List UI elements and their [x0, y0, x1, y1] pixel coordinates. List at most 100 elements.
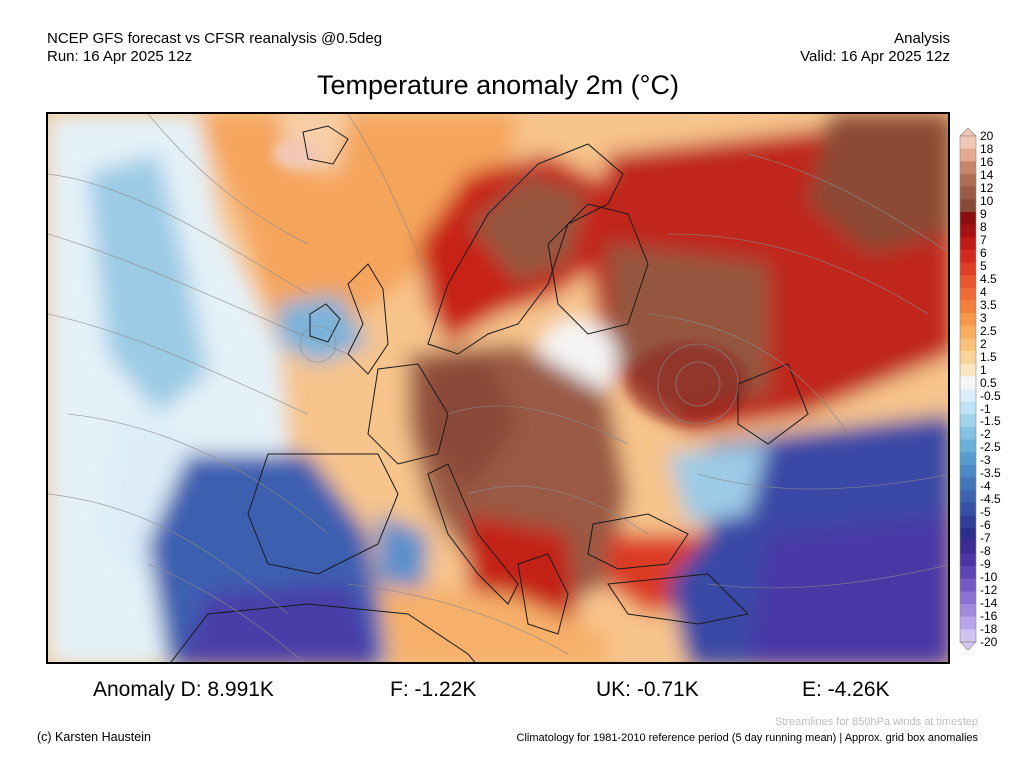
stat-anomaly-d: Anomaly D: 8.991K	[93, 678, 274, 701]
colorbar-swatch	[960, 426, 976, 440]
colorbar-tick-label: 10	[980, 193, 994, 208]
colorbar-tick-label: 7	[980, 232, 987, 247]
colorbar-tick-label: 20	[980, 129, 994, 143]
colorbar-tick-label: 4.5	[980, 271, 997, 286]
colorbar-swatch	[960, 136, 976, 150]
colorbar-tick-label: -18	[980, 622, 998, 636]
colorbar-swatch	[960, 224, 976, 238]
header-left: NCEP GFS forecast vs CFSR reanalysis @0.…	[47, 30, 382, 66]
colorbar-arrow-top	[959, 128, 977, 137]
author-credit: (c) Karsten Haustein	[37, 730, 151, 744]
colorbar-tick-label: 2.5	[980, 323, 997, 338]
anomaly-field	[48, 114, 948, 662]
anomaly-field-detail	[273, 139, 748, 424]
colorbar-tick-label: 1	[980, 362, 987, 377]
colorbar-tick-label: -6	[980, 518, 991, 533]
colorbar-swatch	[960, 490, 976, 504]
wind-streamlines	[48, 114, 948, 662]
colorbar-tick-label: -9	[980, 557, 991, 572]
colorbar-swatch	[960, 287, 976, 301]
colorbar-tick-label: -12	[980, 583, 998, 598]
colorbar-tick-label: -2	[980, 427, 991, 442]
colorbar-swatch	[960, 540, 976, 554]
colorbar-swatch	[960, 477, 976, 491]
colorbar-swatch	[960, 148, 976, 162]
colorbar-tick-label: 12	[980, 180, 994, 195]
colorbar-swatch	[960, 186, 976, 200]
coastlines	[170, 125, 809, 662]
colorbar-tick-label: -0.5	[980, 388, 1001, 403]
colorbar-swatch	[960, 275, 976, 289]
stat-france: F: -1.22K	[390, 678, 477, 701]
colorbar-swatch	[960, 553, 976, 567]
colorbar-tick-label: 2	[980, 336, 987, 351]
colorbar-swatch	[960, 338, 976, 352]
colorbar-swatch	[960, 464, 976, 478]
colorbar	[959, 128, 977, 650]
colorbar-tick-label: -3.5	[980, 466, 1001, 481]
colorbar-swatch	[960, 439, 976, 453]
colorbar-tick-label: -4.5	[980, 492, 1001, 507]
colorbar-swatch	[960, 249, 976, 263]
colorbar-tick-label: -4	[980, 479, 991, 494]
colorbar-tick-label: -10	[980, 570, 998, 585]
colorbar-swatch	[960, 591, 976, 605]
colorbar-tick-label: -20	[980, 635, 998, 649]
colorbar-swatch	[960, 389, 976, 403]
colorbar-swatch	[960, 515, 976, 529]
colorbar-swatch	[960, 351, 976, 365]
colorbar-tick-label: 8	[980, 219, 987, 234]
model-description: NCEP GFS forecast vs CFSR reanalysis @0.…	[47, 30, 383, 47]
colorbar-tick-label: -5	[980, 505, 991, 520]
colorbar-tick-label: 6	[980, 245, 987, 260]
colorbar-swatch	[960, 173, 976, 187]
climatology-note: Climatology for 1981-2010 reference peri…	[516, 732, 978, 744]
colorbar-swatch	[960, 161, 976, 175]
colorbar-tick-label: 3	[980, 310, 987, 325]
colorbar-swatch	[960, 566, 976, 580]
colorbar-swatch	[960, 363, 976, 377]
colorbar-tick-label: -2.5	[980, 440, 1001, 455]
colorbar-tick-label: -1.5	[980, 414, 1001, 429]
analysis-label: Analysis	[894, 30, 950, 47]
colorbar-tick-label: -16	[980, 609, 998, 624]
colorbar-tick-label: 5	[980, 258, 987, 273]
colorbar-swatch	[960, 616, 976, 630]
anomaly-map	[46, 112, 950, 664]
map-canvas	[48, 114, 948, 662]
streamlines-note: Streamlines for 850hPa winds at timestep	[775, 716, 978, 728]
colorbar-tick-label: -3	[980, 453, 991, 468]
colorbar-swatch	[960, 452, 976, 466]
run-time: Run: 16 Apr 2025 12z	[47, 48, 193, 65]
colorbar-swatch	[960, 313, 976, 327]
colorbar-swatch	[960, 578, 976, 592]
colorbar-tick-label: 3.5	[980, 297, 997, 312]
colorbar-swatch	[960, 325, 976, 339]
colorbar-swatch	[960, 401, 976, 415]
map-title: Temperature anomaly 2m (°C)	[317, 70, 679, 100]
colorbar-swatch	[960, 211, 976, 225]
colorbar-tick-label: -8	[980, 544, 991, 559]
colorbar-swatch	[960, 376, 976, 390]
colorbar-tick-label: 16	[980, 154, 994, 169]
colorbar-swatch	[960, 414, 976, 428]
colorbar-tick-label: 4	[980, 284, 987, 299]
colorbar-frame	[959, 135, 977, 643]
colorbar-tick-label: 18	[980, 142, 994, 156]
colorbar-swatch	[960, 199, 976, 213]
colorbar-swatch	[960, 629, 976, 643]
header-right: Analysis Valid: 16 Apr 2025 12z	[800, 30, 950, 66]
valid-time: Valid: 16 Apr 2025 12z	[800, 48, 950, 65]
stat-spain: E: -4.26K	[802, 678, 890, 701]
colorbar-swatch	[960, 528, 976, 542]
colorbar-tick-label: -1	[980, 401, 991, 416]
colorbar-tick-label: 14	[980, 167, 994, 182]
colorbar-tick-label: 0.5	[980, 375, 997, 390]
colorbar-tick-label: 1.5	[980, 349, 997, 364]
colorbar-swatch	[960, 237, 976, 251]
colorbar-swatch	[960, 502, 976, 516]
colorbar-arrow-bottom	[959, 641, 977, 650]
colorbar-tick-label: -14	[980, 596, 998, 611]
colorbar-swatch	[960, 262, 976, 276]
stat-uk: UK: -0.71K	[596, 678, 699, 701]
